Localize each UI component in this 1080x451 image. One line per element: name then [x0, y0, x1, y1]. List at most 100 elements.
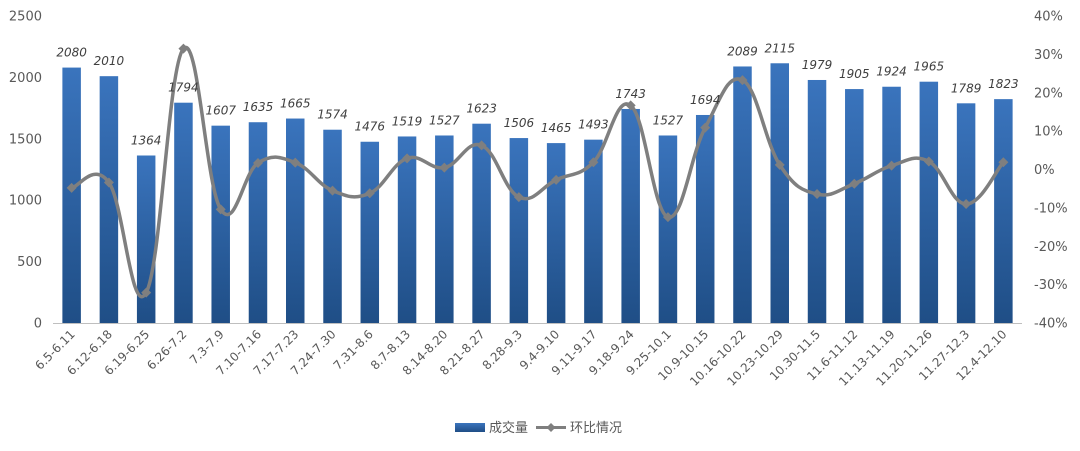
x-tick-label: 7.31-8.6 — [331, 327, 376, 372]
data-label: 1905 — [839, 67, 870, 81]
bar — [99, 76, 119, 323]
bar — [994, 99, 1013, 324]
line-point — [476, 140, 487, 151]
data-label: 1527 — [653, 113, 684, 127]
data-label: 1924 — [876, 65, 907, 79]
line-series — [66, 43, 1009, 299]
data-label: 1789 — [951, 81, 982, 95]
bar — [435, 135, 454, 323]
x-axis: 6.5-6.116.12-6.186.19-6.256.26-7.27.3-7.… — [32, 323, 1022, 389]
y2-tick-label: 10% — [1034, 125, 1063, 140]
line-point — [998, 157, 1009, 168]
line-point — [551, 174, 562, 185]
legend-marker-diamond — [546, 423, 556, 432]
y2-tick-label: 0% — [1034, 163, 1055, 178]
line-point — [364, 188, 375, 199]
y2-tick-label: -40% — [1034, 317, 1068, 332]
bar — [733, 66, 752, 324]
data-label: 1527 — [429, 113, 460, 127]
bar — [397, 136, 417, 323]
line-point — [178, 43, 189, 54]
bar — [360, 141, 380, 323]
line-point — [103, 177, 114, 188]
bar — [919, 81, 939, 323]
line-point — [439, 162, 450, 173]
data-label: 1623 — [466, 102, 497, 116]
line-point — [774, 159, 785, 170]
bar — [584, 139, 603, 323]
bar — [695, 114, 715, 323]
bar — [248, 122, 268, 323]
data-label: 1823 — [988, 77, 1019, 91]
bar — [845, 89, 864, 323]
y-axis-right: -40% -30% -20% -10% 0% 10% 20% 30% 40% — [1034, 10, 1068, 332]
y2-tick-label: 40% — [1034, 10, 1063, 25]
line-point — [625, 100, 636, 111]
data-label: 2010 — [94, 54, 125, 68]
y-tick-label: 2000 — [9, 71, 42, 86]
line-point — [849, 178, 860, 189]
line-point — [961, 199, 972, 210]
line-point — [66, 182, 77, 193]
data-label: 1364 — [131, 134, 162, 148]
line-point — [700, 122, 711, 133]
data-label: 1476 — [355, 120, 386, 134]
y2-tick-label: 20% — [1034, 86, 1063, 101]
y-tick-label: 2500 — [9, 10, 42, 25]
y-tick-label: 1000 — [9, 194, 42, 209]
data-label: 1665 — [280, 97, 311, 111]
y-tick-label: 500 — [17, 255, 42, 270]
line-point — [141, 287, 152, 298]
legend-label-line: 环比情况 — [570, 421, 622, 436]
bar — [136, 155, 156, 323]
line-point — [327, 185, 338, 196]
data-label: 2115 — [764, 41, 795, 55]
data-label: 1694 — [690, 93, 721, 107]
y-tick-label: 1500 — [9, 132, 42, 147]
data-label: 1965 — [914, 60, 945, 74]
bar — [62, 67, 81, 324]
legend-swatch-bar — [455, 423, 485, 432]
data-label: 1635 — [243, 100, 274, 114]
bar — [956, 103, 976, 324]
line-point — [290, 157, 301, 168]
line-point — [886, 160, 897, 171]
bar — [770, 63, 789, 323]
bar — [658, 135, 678, 323]
bar — [621, 108, 640, 324]
bar — [211, 125, 230, 323]
line-point — [812, 189, 823, 200]
line-point — [252, 157, 263, 168]
bar — [286, 118, 305, 324]
bar — [882, 86, 901, 323]
y2-tick-label: -10% — [1034, 201, 1068, 216]
legend-label-bar: 成交量 — [489, 420, 528, 436]
data-label: 1519 — [392, 114, 423, 128]
line-path — [69, 45, 1006, 299]
legend: 成交量 环比情况 — [455, 420, 622, 436]
line-point — [215, 204, 226, 215]
y-axis-left: 0 500 1000 1500 2000 2500 — [9, 10, 42, 332]
bar — [546, 143, 566, 323]
y2-tick-label: 30% — [1034, 48, 1063, 63]
x-tick-label: 6.26-7.2 — [144, 327, 189, 372]
bar-series — [62, 63, 1013, 324]
data-label: 1979 — [802, 58, 833, 72]
data-label: 1506 — [504, 116, 535, 130]
data-label: 1743 — [615, 87, 646, 101]
x-tick-label: 8.28-9.3 — [480, 327, 525, 372]
bar — [509, 138, 529, 323]
bar — [323, 129, 342, 323]
data-labels: 2080 2010 1364 1794 1607 1635 1665 1574 1476 1519… — [56, 41, 1018, 147]
data-label: 1574 — [317, 108, 348, 122]
line-point — [737, 75, 748, 86]
y2-tick-label: -20% — [1034, 240, 1068, 255]
line-point — [923, 156, 934, 167]
data-label: 1465 — [541, 121, 572, 135]
data-label: 1607 — [205, 104, 236, 118]
data-label: 1794 — [168, 81, 199, 95]
line-point — [513, 192, 524, 203]
bar — [807, 79, 827, 324]
